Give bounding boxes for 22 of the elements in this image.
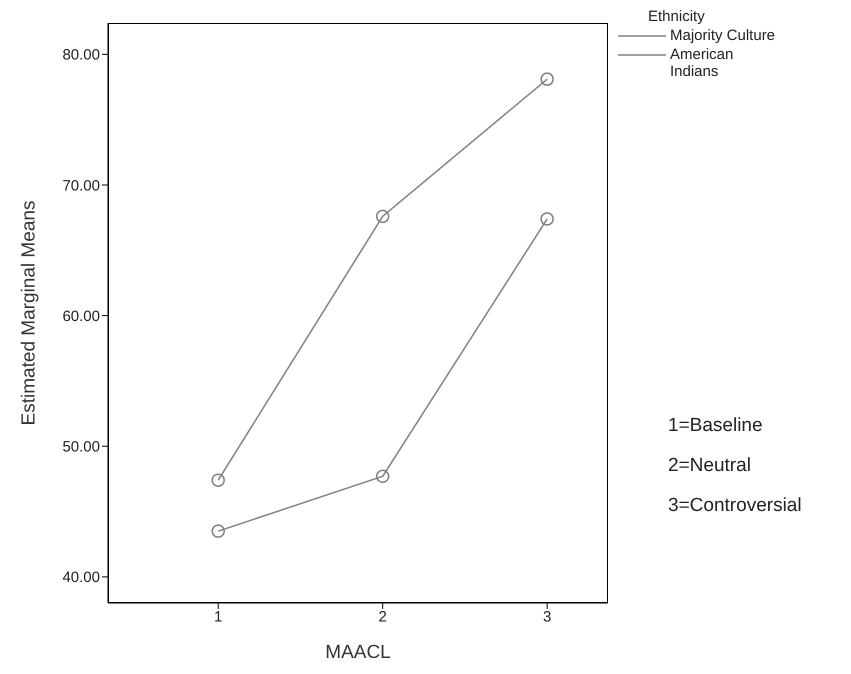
y-tick-label: 50.00: [62, 438, 100, 456]
x-tick-label: 1: [214, 608, 222, 626]
x-tick-label: 2: [378, 608, 387, 626]
point: [540, 212, 554, 226]
point: [211, 524, 225, 538]
text: 3=Controversial: [668, 494, 802, 518]
point: [211, 473, 225, 487]
legend-title: Ethnicity: [648, 8, 706, 25]
point: [540, 72, 554, 86]
y-tick-label: 80.00: [62, 46, 100, 64]
x-axis-title: MAACL: [325, 642, 391, 663]
y-tick-label: 40.00: [62, 569, 100, 586]
x-tick-label: 3: [542, 608, 552, 626]
y-axis-title: Estimated Marginal Means: [18, 200, 40, 426]
y-tick-label: 70.00: [62, 177, 100, 194]
legend-label: Majority Culture: [670, 27, 776, 44]
text: 2=Neutral: [668, 454, 752, 478]
point: [376, 470, 390, 484]
legend-label: American Indians: [670, 46, 734, 80]
text: 1=Baseline: [668, 414, 764, 438]
point: [376, 210, 390, 224]
y-tick-label: 60.00: [62, 308, 100, 325]
